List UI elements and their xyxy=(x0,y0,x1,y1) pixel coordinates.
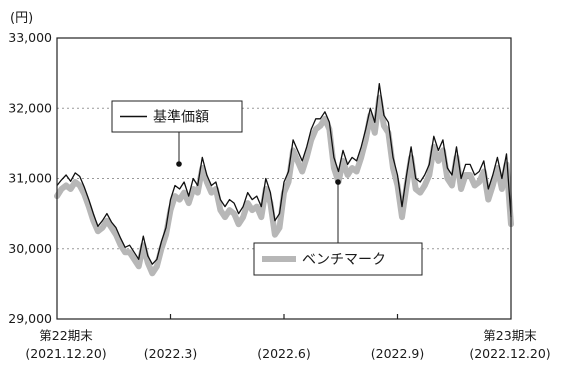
x-tick-label-period: 第22期末 xyxy=(39,328,93,343)
y-tick-label: 33,000 xyxy=(8,30,52,45)
x-tick-label-date: (2022.6) xyxy=(257,346,311,361)
axis-layer: 33,000 32,000 31,000 30,000 29,000 第22期末 (2021… xyxy=(8,30,550,361)
x-tick-label-date: (2021.12.20) xyxy=(25,346,106,361)
series-line-benchmark xyxy=(54,94,514,277)
series-layer xyxy=(54,83,514,277)
y-tick-label: 31,000 xyxy=(8,171,52,186)
legend-marker-nav xyxy=(176,161,182,167)
series-line-nav xyxy=(56,83,512,265)
x-tick-label-date: (2022.9) xyxy=(371,346,425,361)
legend-label-nav: 基準価額 xyxy=(153,109,209,126)
x-tick-label-date: (2022.12.20) xyxy=(469,346,550,361)
legend-marker-benchmark xyxy=(335,179,341,185)
y-tick-label: 29,000 xyxy=(8,311,52,326)
y-tick-label: 32,000 xyxy=(8,100,52,115)
x-tick-label-date: (2022.3) xyxy=(144,346,198,361)
y-axis-unit: (円) xyxy=(10,11,33,26)
legend-label-benchmark: ベンチマーク xyxy=(302,252,386,268)
x-tick-label-period: 第23期末 xyxy=(483,328,537,343)
y-tick-label: 30,000 xyxy=(8,241,52,256)
